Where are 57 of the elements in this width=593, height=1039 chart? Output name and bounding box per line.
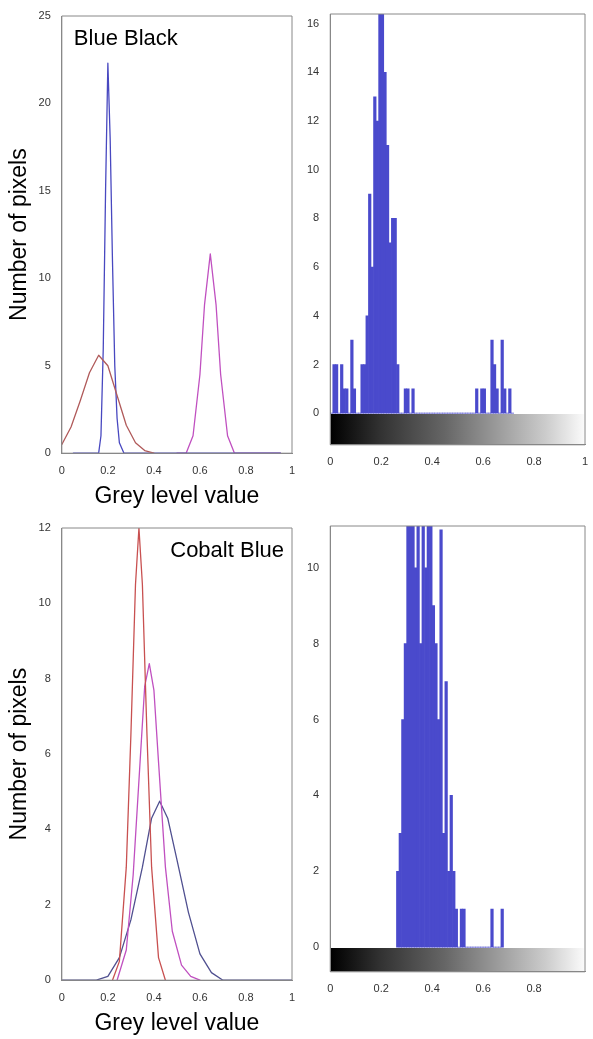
- x-tick-label: 0.2: [100, 990, 116, 1003]
- y-tick-label: 0: [44, 973, 51, 986]
- y-tick-label: 10: [306, 162, 320, 175]
- y-tick-label: 6: [313, 712, 320, 725]
- annotation: Blue Black: [73, 25, 179, 51]
- y-tick-label: 4: [44, 822, 51, 835]
- x-axis-title: Grey level value: [94, 1008, 260, 1035]
- x-tick-label: 0.8: [238, 463, 254, 476]
- x-tick-label: 0: [327, 455, 334, 468]
- y-tick-label: 12: [306, 114, 320, 127]
- x-tick-label: 0.8: [526, 982, 542, 995]
- x-tick-label: 0.4: [424, 982, 440, 995]
- y-tick-label: 25: [38, 9, 51, 22]
- x-tick-label: 0.2: [100, 463, 116, 476]
- x-tick-label: 0.2: [373, 455, 389, 468]
- x-tick-label: 0.2: [373, 982, 389, 995]
- x-tick-label: 0.6: [192, 463, 208, 476]
- y-axis-title: Number of pixels: [5, 667, 32, 841]
- x-tick-label: 1: [288, 463, 296, 476]
- x-tick-label: 0: [58, 463, 65, 476]
- y-tick-label: 10: [306, 560, 320, 573]
- y-tick-label: 0: [313, 940, 320, 953]
- x-axis-title: Grey level value: [94, 481, 260, 508]
- x-tick-label: 0.6: [475, 982, 491, 995]
- y-tick-label: 16: [306, 16, 320, 29]
- y-tick-label: 10: [38, 271, 51, 284]
- y-tick-label: 10: [38, 596, 51, 609]
- y-tick-label: 2: [313, 357, 320, 370]
- x-tick-label: 0: [58, 990, 65, 1003]
- x-tick-label: 1: [581, 455, 589, 468]
- y-tick-label: 8: [313, 211, 320, 224]
- y-tick-label: 8: [313, 636, 320, 649]
- x-tick-label: 0: [327, 982, 334, 995]
- y-tick-label: 14: [306, 65, 320, 78]
- y-tick-label: 0: [313, 406, 320, 419]
- y-tick-label: 6: [313, 260, 320, 273]
- x-tick-label: 0.8: [526, 455, 542, 468]
- y-tick-label: 4: [313, 788, 320, 801]
- y-axis-title: Number of pixels: [5, 148, 32, 321]
- y-tick-label: 2: [313, 864, 320, 877]
- x-tick-label: 0.4: [424, 455, 440, 468]
- x-tick-label: 0.4: [146, 990, 162, 1003]
- y-tick-label: 15: [38, 183, 51, 196]
- y-tick-label: 6: [44, 747, 51, 760]
- y-tick-label: 2: [44, 897, 51, 910]
- y-tick-label: 0: [44, 446, 51, 459]
- x-tick-label: 1: [288, 990, 296, 1003]
- y-tick-label: 8: [44, 671, 51, 684]
- x-tick-label: 0.6: [475, 455, 491, 468]
- y-tick-label: 5: [44, 358, 51, 371]
- y-tick-label: 4: [313, 308, 320, 321]
- y-tick-label: 12: [38, 521, 51, 534]
- y-tick-label: 20: [38, 96, 51, 109]
- annotation: Cobalt Blue: [170, 537, 284, 563]
- x-tick-label: 0.6: [192, 990, 208, 1003]
- x-tick-label: 0.4: [146, 463, 162, 476]
- x-tick-label: 0.8: [238, 990, 254, 1003]
